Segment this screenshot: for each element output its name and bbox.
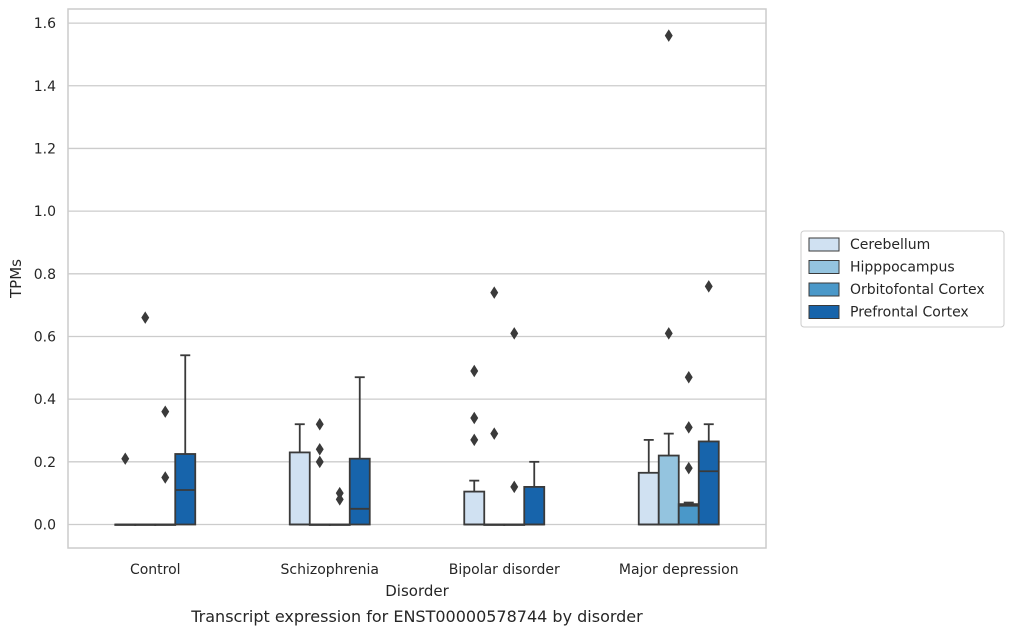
box-body: [697, 440, 720, 526]
legend-label: Prefrontal Cortex: [850, 305, 969, 321]
legend-swatch: [808, 305, 840, 319]
y-tick-label: 1.6: [34, 16, 56, 32]
outlier-point: [335, 493, 344, 506]
legend-swatch: [808, 282, 840, 297]
box-body: [463, 490, 486, 526]
outlier-point: [121, 452, 130, 465]
outlier-point: [315, 443, 324, 456]
box-body: [523, 485, 546, 526]
box-hipppocampus: [308, 523, 331, 526]
outlier-point: [161, 405, 170, 418]
box-cerebellum: [637, 438, 660, 526]
box-cerebellum: [463, 479, 486, 526]
box-hipppocampus: [657, 432, 680, 526]
outlier-point: [470, 364, 479, 378]
outlier-point: [664, 29, 673, 42]
legend-frame: [800, 230, 1005, 328]
box-body: [288, 451, 311, 526]
y-tick-label: 0.8: [34, 267, 56, 283]
outlier-point: [490, 427, 499, 440]
y-tick-label: 0.6: [34, 329, 56, 345]
outlier-point: [315, 417, 324, 431]
legend-label: Cerebellum: [850, 237, 930, 253]
box-prefrontal-cortex: [697, 423, 720, 526]
outlier-point: [704, 280, 713, 293]
chart-caption: Transcript expression for ENST0000057874…: [190, 607, 643, 626]
y-tick-label: 0.0: [34, 517, 56, 533]
outlier-point: [664, 327, 673, 340]
outlier-point: [684, 461, 693, 475]
box-prefrontal-cortex: [523, 460, 546, 526]
box-hipppocampus: [134, 523, 157, 526]
y-tick-label: 1.2: [34, 141, 56, 157]
box-plot-boxes: [114, 354, 720, 526]
outlier-point: [684, 370, 693, 384]
outlier-point: [470, 433, 479, 447]
x-tick-label: Control: [130, 562, 181, 578]
x-tick-label: Schizophrenia: [281, 562, 379, 578]
outlier-point: [490, 286, 499, 299]
box-body: [637, 471, 660, 526]
box-body: [348, 457, 371, 526]
y-axis-ticks: 0.0 0.2 0.4 0.6 0.8 1.0 1.2 1.4 1.6: [34, 16, 56, 533]
legend-label: Hipppocampus: [850, 260, 955, 276]
outlier-point: [684, 421, 693, 434]
box-body: [677, 503, 700, 526]
legend-swatch: [808, 237, 840, 252]
box-cerebellum: [288, 423, 311, 526]
box-cerebellum: [114, 523, 137, 526]
y-tick-label: 0.2: [34, 455, 56, 471]
box-body: [657, 454, 680, 526]
legend-label: Orbitofontal Cortex: [850, 282, 985, 298]
y-tick-label: 1.0: [34, 204, 56, 220]
x-axis-label: Disorder: [385, 582, 449, 600]
outlier-point: [470, 411, 479, 425]
outlier-markers: [121, 29, 713, 506]
box-orbitofontal-cortex: [677, 501, 700, 526]
y-tick-label: 1.4: [34, 79, 56, 95]
outlier-point: [510, 327, 519, 340]
outlier-point: [315, 455, 324, 469]
outlier-point: [335, 486, 344, 500]
x-axis-ticks: Control Schizophrenia Bipolar disorder Majo…: [130, 562, 739, 578]
grid-lines: [68, 22, 766, 526]
box-orbitofontal-cortex: [503, 523, 526, 526]
y-tick-label: 0.4: [34, 392, 56, 408]
legend-swatch: [808, 260, 840, 274]
y-axis-label: TPMs: [7, 259, 25, 299]
outlier-point: [161, 471, 170, 484]
plot-frame: [67, 8, 767, 549]
outlier-point: [141, 311, 150, 324]
x-tick-label: Major depression: [619, 562, 739, 578]
box-orbitofontal-cortex: [154, 523, 177, 526]
box-orbitofontal-cortex: [328, 523, 351, 526]
box-prefrontal-cortex: [174, 354, 197, 526]
box-prefrontal-cortex: [348, 376, 371, 526]
outlier-point: [510, 480, 519, 494]
x-tick-label: Bipolar disorder: [449, 562, 560, 578]
legend: Cerebellum Hipppocampus Orbitofontal Corte…: [800, 230, 1005, 328]
box-hipppocampus: [483, 523, 506, 526]
